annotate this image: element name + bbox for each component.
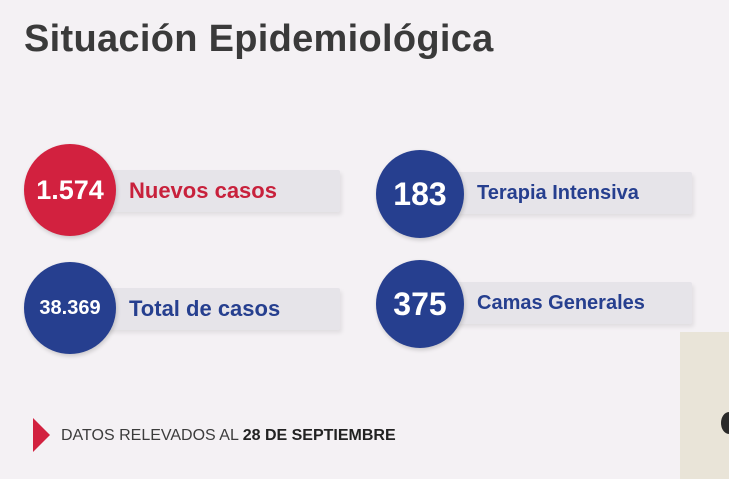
stat-camas-generales: 375 Camas Generales [376,260,694,356]
stat-bar [422,282,692,324]
camas-generales-value: 375 [393,285,447,322]
total-casos-label: Total de casos [129,296,281,321]
stat-circle-nuevos-casos: 1.574 [24,144,116,236]
total-casos-value: 38.369 [39,296,101,319]
footer-arrow-icon [33,418,50,452]
stat-total-casos: 38.369 Total de casos [24,262,344,358]
camas-generales-label: Camas Generales [477,292,645,314]
stat-nuevos-casos: 1.574 Nuevos casos [24,144,344,240]
terapia-intensiva-label: Terapia Intensiva [477,182,639,204]
nuevos-casos-value: 1.574 [36,174,104,205]
stat-circle-total-casos: 38.369 [24,262,116,354]
terapia-intensiva-value: 183 [393,175,447,212]
stat-circle-camas-generales: 375 [376,260,464,348]
page-title: Situación Epidemiológica [24,18,494,60]
stat-terapia-intensiva: 183 Terapia Intensiva [376,150,694,246]
footer-date: 28 DE SEPTIEMBRE [242,427,396,444]
video-overlay-fragment [680,332,729,479]
overlay-glyph [721,412,729,434]
nuevos-casos-label: Nuevos casos [129,178,277,203]
footer-note: DATOS RELEVADOS AL 28 DE SEPTIEMBRE [61,427,396,445]
footer-prefix: DATOS RELEVADOS AL [61,427,243,444]
stat-circle-terapia-intensiva: 183 [376,150,464,238]
stat-bar [422,172,692,214]
